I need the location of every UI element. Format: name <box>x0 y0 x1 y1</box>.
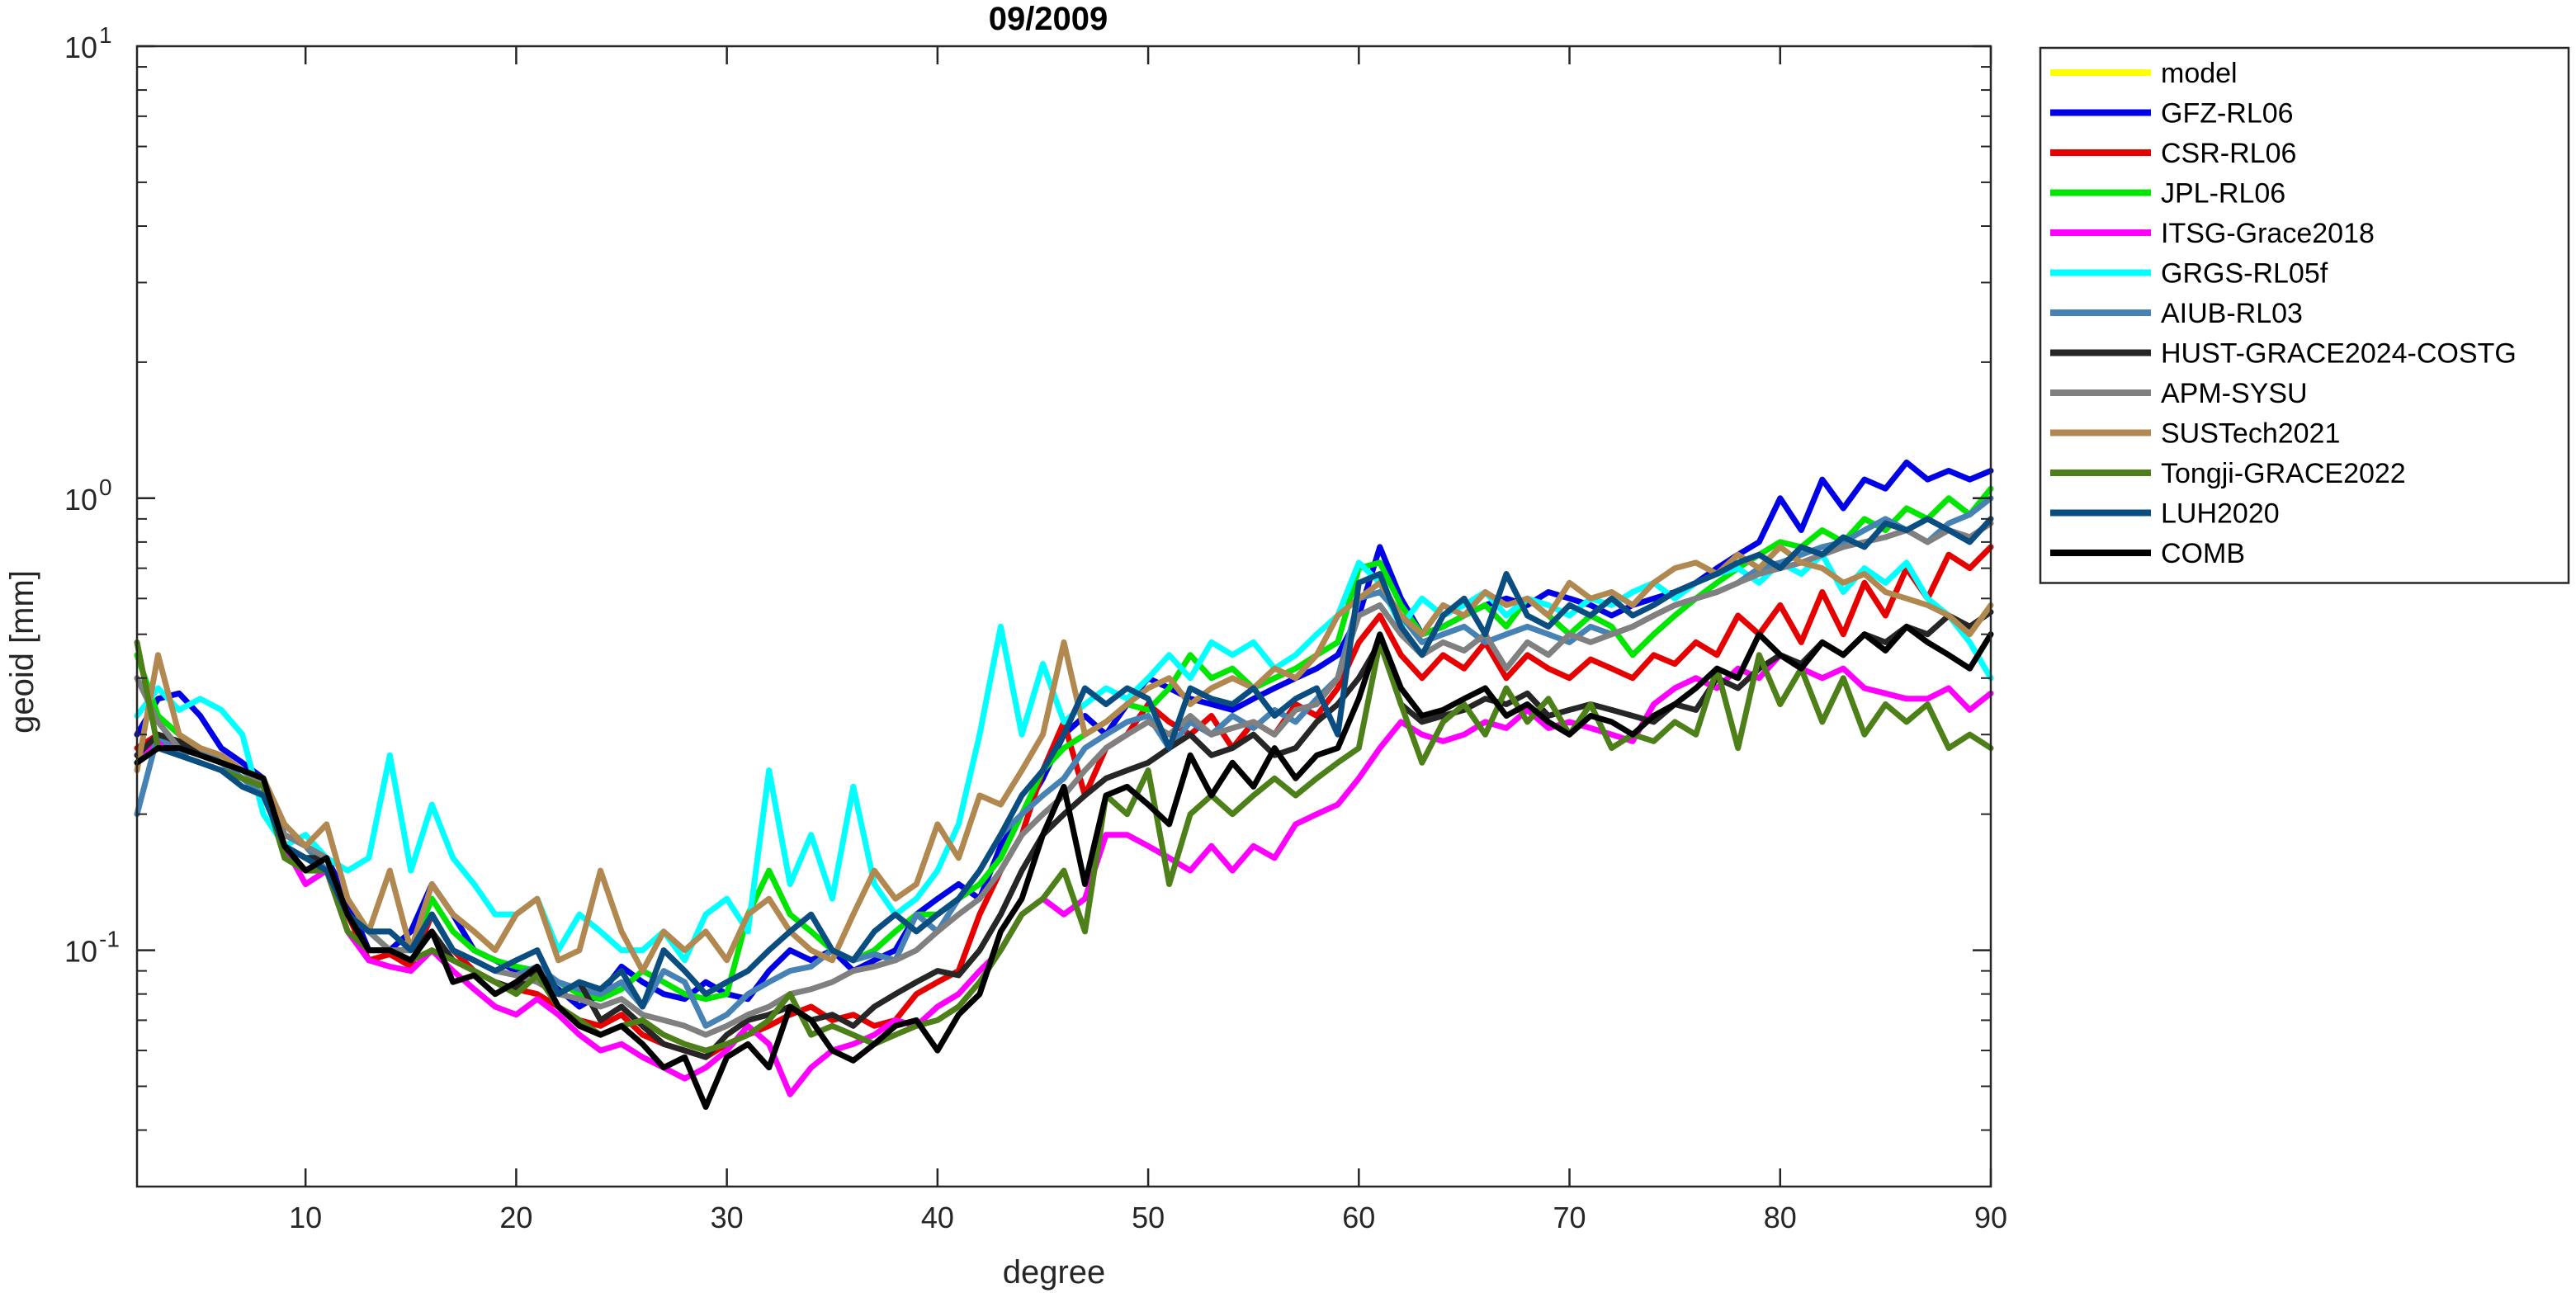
legend-label-comb: COMB <box>2161 538 2245 569</box>
series-line-sustech2021 <box>134 544 1994 974</box>
y-tick-exponent: 0 <box>99 474 112 500</box>
x-tick-label: 60 <box>1342 1201 1375 1234</box>
legend: model GFZ-RL06 CSR-RL06 JPL-RL06 ITSG-Grace2… <box>2039 46 2570 584</box>
legend-label-apm-sysu: APM-SYSU <box>2161 378 2308 409</box>
x-tick-label: 50 <box>1132 1201 1165 1234</box>
y-tick-label: 10 <box>64 31 97 64</box>
x-tick-label: 30 <box>711 1201 744 1234</box>
legend-label-luh2020: LUH2020 <box>2161 498 2280 530</box>
y-tick-exponent: 1 <box>99 22 112 48</box>
y-tick-label: 10 <box>64 483 97 517</box>
x-tick-label: 90 <box>1974 1201 2007 1234</box>
legend-label-hust-grace2024-costg: HUST-GRACE2024-COSTG <box>2161 338 2517 370</box>
series-line-comb <box>134 623 1994 1110</box>
x-tick-label: 20 <box>499 1201 532 1234</box>
legend-label-grgs-rl05f: GRGS-RL05f <box>2161 258 2328 290</box>
y-axis-label: geoid [mm] <box>4 570 40 734</box>
legend-label-itsg-grace2018: ITSG-Grace2018 <box>2161 218 2375 249</box>
y-tick-label: 10 <box>64 935 97 969</box>
y-tick-exponent: -1 <box>99 927 120 952</box>
series-line-tongji-grace2022 <box>134 639 1994 1054</box>
series-line-jpl-rl06 <box>134 485 1994 1003</box>
legend-label-aiub-rl03: AIUB-RL03 <box>2161 298 2303 329</box>
series-line-hust-grace2024-costg <box>134 609 1994 1060</box>
legend-label-tongji-grace2022: Tongji-GRACE2022 <box>2161 458 2406 489</box>
legend-label-csr-rl06: CSR-RL06 <box>2161 138 2296 169</box>
x-tick-label: 80 <box>1764 1201 1797 1234</box>
legend-label-model: model <box>2161 58 2238 89</box>
legend-label-jpl-rl06: JPL-RL06 <box>2161 178 2285 210</box>
x-tick-label: 40 <box>921 1201 954 1234</box>
series-line-grgs-rl05f <box>134 551 1994 964</box>
x-axis-label: degree <box>1003 1254 1106 1291</box>
chart-title: 09/2009 <box>989 1 1108 37</box>
plot-area-border <box>135 45 1992 1188</box>
x-tick-label: 10 <box>289 1201 322 1234</box>
x-tick-label: 70 <box>1553 1201 1586 1234</box>
series-line-luh2020 <box>134 516 1994 1010</box>
legend-label-sustech2021: SUSTech2021 <box>2161 418 2340 450</box>
legend-label-gfz-rl06: GFZ-RL06 <box>2161 98 2294 130</box>
series-layer <box>134 459 1994 1110</box>
